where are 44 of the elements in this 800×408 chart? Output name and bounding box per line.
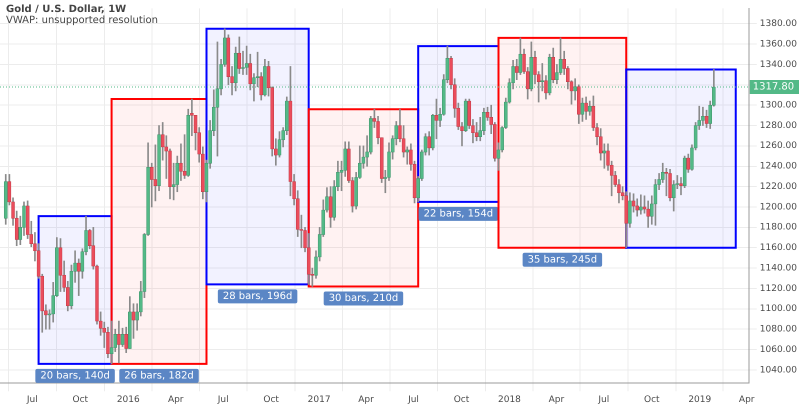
y-tick-label: 1040.00: [760, 365, 798, 376]
candlestick: [434, 98, 438, 140]
x-tick-label: Apr: [358, 394, 374, 405]
chart-title: Gold / U.S. Dollar, 1W: [6, 4, 128, 15]
y-tick-label: 1240.00: [760, 162, 798, 172]
x-tick-label: Jul: [26, 394, 38, 405]
x-tick-label: 2019: [688, 394, 712, 405]
band-label: 30 bars, 210d: [328, 293, 398, 304]
x-tick-label: Apr: [738, 394, 755, 405]
x-tick-label: 2018: [498, 394, 522, 405]
ref-line-label: 1317.80: [752, 82, 794, 93]
x-tick-label: Apr: [548, 394, 564, 405]
x-tick-label: Jul: [597, 394, 610, 405]
x-tick-label: Oct: [644, 394, 660, 405]
x-tick-label: 2016: [116, 394, 140, 405]
x-tick-label: Jul: [216, 394, 229, 405]
x-tick-label: Oct: [454, 394, 470, 405]
candlestick: [679, 177, 683, 196]
x-tick-label: Jul: [407, 394, 419, 405]
band-label: 26 bars, 182d: [124, 370, 194, 382]
band-label: 35 bars, 245d: [528, 254, 598, 266]
y-tick-label: 1200.00: [760, 202, 798, 212]
y-tick-label: 1300.00: [760, 100, 798, 110]
y-tick-label: 1140.00: [760, 263, 798, 274]
y-tick-label: 1260.00: [760, 141, 798, 152]
y-tick-label: 1080.00: [760, 324, 798, 335]
y-tick-label: 1220.00: [760, 182, 798, 192]
y-tick-label: 1100.00: [760, 304, 798, 314]
y-tick-label: 1380.00: [760, 19, 798, 30]
y-tick-label: 1340.00: [760, 60, 798, 70]
x-tick-label: Apr: [168, 394, 184, 405]
y-tick-label: 1180.00: [760, 222, 798, 233]
band-label: 22 bars, 154d: [424, 208, 494, 220]
x-tick-label: Oct: [263, 394, 280, 405]
y-tick-label: 1280.00: [760, 120, 798, 131]
y-tick-label: 1060.00: [760, 344, 798, 355]
y-tick-label: 1120.00: [760, 284, 798, 294]
x-tick-label: Oct: [72, 394, 89, 405]
y-tick-label: 1360.00: [760, 39, 798, 50]
y-tick-label: 1160.00: [760, 243, 798, 254]
band-label: 20 bars, 140d: [40, 370, 110, 382]
x-tick-label: 2017: [308, 394, 331, 405]
annotation: VWAP: unsupported resolution: [6, 15, 158, 26]
band-label: 28 bars, 196d: [222, 291, 292, 302]
